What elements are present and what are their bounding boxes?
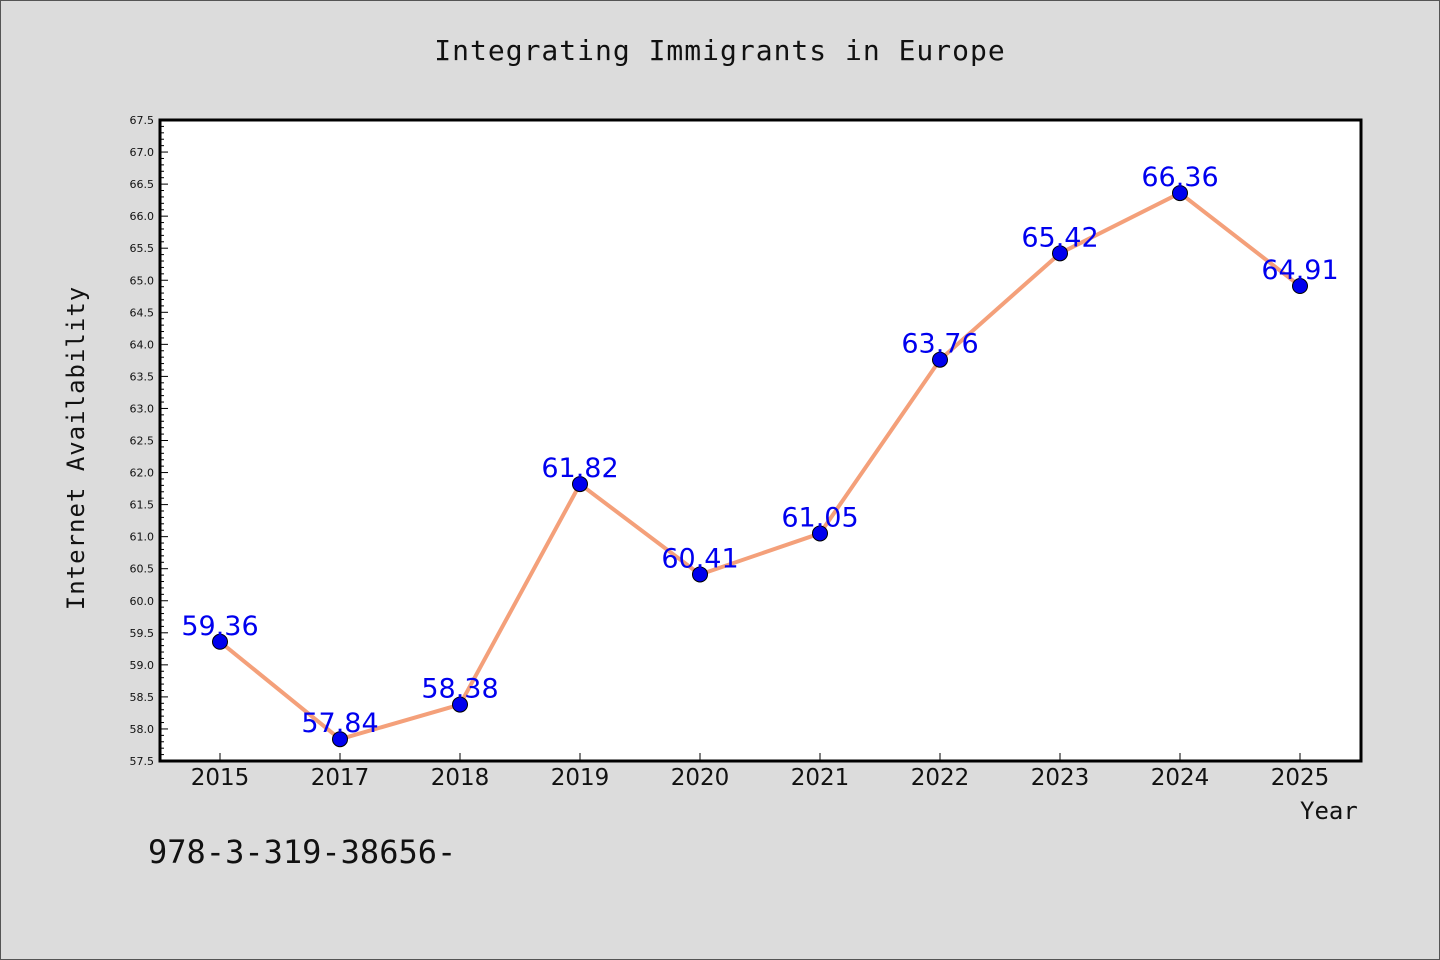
y-tick-label: 66.0 [130,210,155,223]
plot-area [160,120,1361,761]
series-layer: 59.36 57.84 58.38 61.82 60.41 61.05 63.76 65.42… [181,162,1339,748]
y-tick-label: 59.0 [130,659,155,672]
y-tick-label: 64.5 [130,306,155,319]
x-tick-label: 2024 [1151,765,1210,791]
y-tick-label: 65.0 [130,274,155,287]
y-tick-label: 63.0 [130,402,155,415]
data-label: 60.41 [661,543,738,574]
data-label: 66.36 [1141,162,1218,193]
data-point [1172,185,1188,202]
y-tick-label: 59.5 [130,627,155,640]
data-point [452,696,468,713]
y-tick-label: 61.5 [130,499,155,512]
data-point [1292,278,1308,295]
y-tick-label: 67.5 [130,114,155,127]
y-tick-label: 66.5 [130,178,155,191]
data-label: 65.42 [1021,222,1098,253]
y-tick-label: 58.5 [130,691,155,704]
y-tick-label: 67.0 [130,146,155,159]
y-tick-label: 57.5 [130,755,155,768]
x-tick-label: 2025 [1271,765,1330,791]
x-tick-label: 2021 [791,765,850,791]
y-tick-label: 58.0 [130,723,155,736]
series-line [218,191,1302,742]
y-tick-label: 60.5 [130,563,155,576]
data-point [572,476,588,493]
x-tick-label: 2018 [431,765,490,791]
chart-title: Integrating Immigrants in Europe [434,34,1006,67]
data-label: 58.38 [421,674,498,705]
data-label: 63.76 [901,329,978,360]
plot-frame [158,118,1363,763]
x-axis-ticks: 2015 2017 2018 2019 2020 2021 2022 2023 2024 2025 [191,753,1330,791]
data-point [212,633,228,650]
data-point [812,525,828,542]
data-label: 61.05 [781,502,858,533]
data-label: 61.82 [541,453,618,484]
footer-isbn-text: 978-3-319-38656- [148,833,457,871]
y-tick-label: 63.5 [130,370,155,383]
y-tick-label: 62.0 [130,467,155,480]
data-point [692,566,708,583]
y-tick-label: 61.0 [130,531,155,544]
x-tick-label: 2023 [1031,765,1090,791]
y-tick-label: 64.0 [130,338,155,351]
data-point [932,351,948,368]
y-tick-label: 60.0 [130,595,155,608]
y-tick-label: 62.5 [130,435,155,448]
x-tick-label: 2020 [671,765,730,791]
y-tick-label: 65.5 [130,242,155,255]
data-label: 57.84 [301,708,378,739]
x-tick-label: 2019 [551,765,610,791]
data-point [1052,245,1068,262]
x-tick-label: 2015 [191,765,250,791]
x-tick-label: 2022 [911,765,970,791]
data-point [332,731,348,748]
y-axis-ticks: 57.5 58.0 58.5 59.0 59.5 60.0 60.5 61.0 61.5 62.0… [130,114,168,768]
data-label: 59.36 [181,611,258,642]
x-tick-label: 2017 [311,765,370,791]
x-axis-label: Year [1300,797,1358,825]
data-label: 64.91 [1261,255,1338,286]
